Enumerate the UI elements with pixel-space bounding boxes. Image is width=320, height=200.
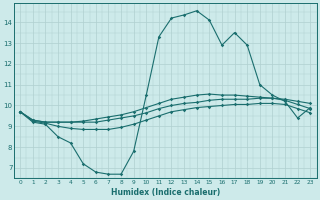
- X-axis label: Humidex (Indice chaleur): Humidex (Indice chaleur): [111, 188, 220, 197]
